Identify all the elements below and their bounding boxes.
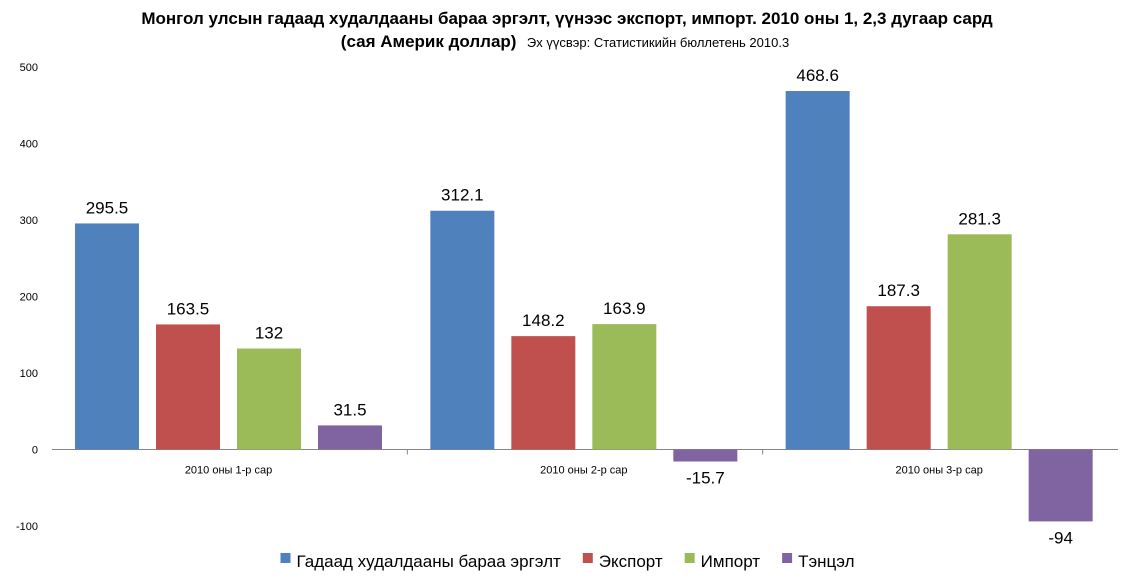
data-labels: 295.5 163.5 132 31.5 312.1 148.2 163.9 -15.7 468… xyxy=(86,66,1073,547)
legend-label-2: Импорт xyxy=(701,552,761,571)
data-label-s1-c0: 163.5 xyxy=(167,299,210,318)
legend-swatch-1 xyxy=(582,553,593,563)
legend-swatch-2 xyxy=(684,553,695,563)
axes: -100 0 100 200 300 400 500 2010 оны 1-р сар 2010… xyxy=(16,62,1118,533)
bar-s3-c1 xyxy=(673,449,738,462)
y-tick-label-0: -100 xyxy=(16,521,38,533)
category-label-2: 2010 оны 3-р сар xyxy=(895,465,982,477)
legend-label-0: Гадаад худалдааны бараа эргэлт xyxy=(296,552,561,571)
chart-title: Монгол улсын гадаад худалдааны бараа эрг… xyxy=(141,9,992,28)
y-tick-label-1: 0 xyxy=(32,445,38,457)
y-tick-label-6: 500 xyxy=(20,62,38,74)
bar-s0-c2 xyxy=(785,91,850,450)
chart-subtitle-line: (сая Америк доллар) Эх үүсвэр: Статистик… xyxy=(341,32,789,51)
data-label-s0-c2: 468.6 xyxy=(796,66,839,85)
category-label-1: 2010 оны 2-р сар xyxy=(540,465,627,477)
bar-s3-c0 xyxy=(318,425,382,450)
legend-label-1: Экспорт xyxy=(599,552,663,571)
chart-source-note: Эх үүсвэр: Статистикийн бюллетень 2010.3 xyxy=(527,35,789,50)
chart-subtitle: (сая Америк доллар) xyxy=(341,32,517,51)
data-label-s2-c2: 281.3 xyxy=(958,209,1001,228)
legend-swatch-3 xyxy=(782,553,793,563)
data-label-s0-c0: 295.5 xyxy=(86,198,129,217)
bar-s0-c0 xyxy=(75,223,139,450)
y-tick-label-4: 300 xyxy=(20,215,38,227)
y-tick-label-3: 200 xyxy=(20,292,38,304)
legend: Гадаад худалдааны бараа эргэлт Экспорт Имп… xyxy=(280,552,855,571)
category-label-0: 2010 оны 1-р сар xyxy=(185,465,272,477)
bar-s1-c0 xyxy=(156,324,220,450)
data-label-s1-c1: 148.2 xyxy=(522,311,565,330)
data-label-s3-c0: 31.5 xyxy=(333,400,366,419)
data-label-s3-c2: -94 xyxy=(1048,528,1073,547)
y-tick-label-2: 100 xyxy=(20,368,38,380)
data-label-s0-c1: 312.1 xyxy=(441,186,484,205)
bar-s3-c2 xyxy=(1028,449,1093,522)
legend-label-3: Тэнцэл xyxy=(798,552,854,571)
bar-s1-c1 xyxy=(511,336,576,450)
bar-s0-c1 xyxy=(430,210,495,450)
bar-s2-c2 xyxy=(947,234,1012,450)
bar-s2-c1 xyxy=(592,324,657,450)
data-label-s1-c2: 187.3 xyxy=(877,281,920,300)
bar-s1-c2 xyxy=(866,306,931,450)
y-tick-label-5: 400 xyxy=(20,139,38,151)
data-label-s2-c0: 132 xyxy=(255,324,283,343)
bar-s2-c0 xyxy=(237,348,301,450)
bars xyxy=(75,91,1093,522)
data-label-s3-c1: -15.7 xyxy=(686,469,725,488)
data-label-s2-c1: 163.9 xyxy=(603,299,646,318)
legend-swatch-0 xyxy=(280,553,291,563)
